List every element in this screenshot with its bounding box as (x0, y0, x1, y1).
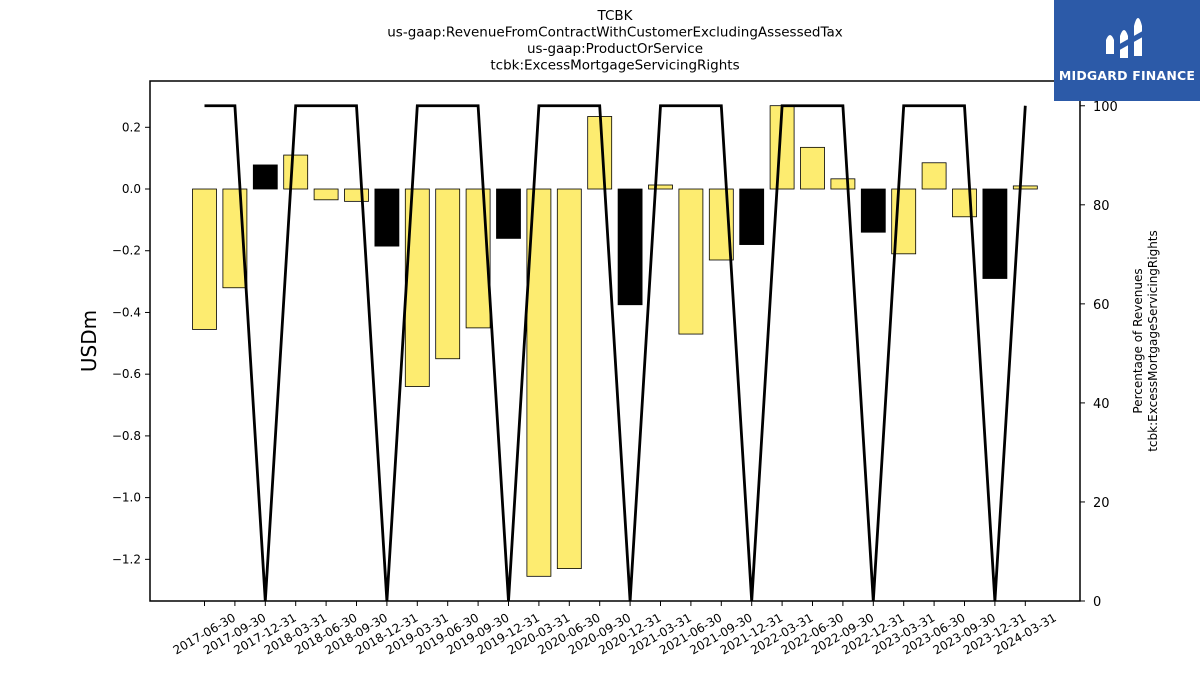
y-axis-right: 0 20 40 60 80 100 (1080, 100, 1118, 610)
bars (192, 105, 1038, 577)
bar (921, 162, 947, 190)
y-right-tick-label: 100 (1093, 100, 1118, 115)
bar (678, 188, 704, 335)
bar (192, 188, 217, 330)
bar (313, 188, 339, 201)
y-tick-label: 0.2 (122, 120, 141, 134)
y-axis-label: USDm (77, 310, 101, 372)
y-tick-label: 0.0 (122, 182, 141, 196)
chart-title-line: TCBK (597, 8, 634, 24)
y-tick-label: −1.0 (112, 491, 141, 505)
bar (952, 188, 977, 218)
y-right-tick-label: 40 (1093, 397, 1110, 412)
y-tick-label: −0.2 (112, 244, 141, 258)
y-axis-label-right-line: tcbk:ExcessMortgageServicingRights (1146, 230, 1160, 452)
y-tick-label: −0.4 (112, 305, 141, 319)
y-axis-left: 0.2 0.0 −0.2 −0.4 −0.6 −0.8 −1.0 −1.2 (112, 120, 150, 566)
bar (404, 188, 430, 387)
y-tick-label: −0.8 (112, 429, 141, 443)
y-axis-label-right: Percentage of Revenues tcbk:ExcessMortgag… (1131, 230, 1160, 452)
bar (556, 188, 582, 569)
y-tick-label: −1.2 (112, 552, 141, 566)
series-line (204, 104, 1027, 602)
bar (830, 178, 856, 190)
y-right-tick-label: 80 (1093, 199, 1110, 214)
y-right-tick-label: 60 (1093, 298, 1110, 313)
midgard-logo-icon (1106, 18, 1148, 58)
bar (496, 188, 521, 239)
x-axis: 2017-06-302017-09-302017-12-312018-03-31… (171, 601, 1059, 657)
bar (252, 164, 278, 190)
bar (283, 154, 309, 190)
plot-frame (149, 80, 1081, 602)
bar (800, 146, 825, 190)
chart-title-line: tcbk:ExcessMortgageServicingRights (490, 58, 739, 74)
bar (435, 188, 461, 360)
percentage-line (204, 104, 1027, 602)
bar (648, 184, 673, 190)
chart-title-line: us-gaap:RevenueFromContractWithCustomerE… (387, 25, 843, 41)
bar (860, 188, 886, 233)
logo-text: MIDGARD FINANCE (1058, 68, 1196, 83)
chart-title-line: us-gaap:ProductOrService (527, 41, 703, 57)
chart-title: TCBKus-gaap:RevenueFromContractWithCusto… (387, 8, 843, 74)
midgard-finance-logo: MIDGARD FINANCE (1054, 0, 1200, 101)
bar (344, 188, 369, 202)
bar (1012, 185, 1038, 190)
bar (739, 188, 765, 245)
bar (617, 188, 643, 306)
y-right-tick-label: 0 (1093, 595, 1101, 610)
y-axis-label-right-line: Percentage of Revenues (1131, 268, 1145, 413)
bar (982, 188, 1008, 279)
bar (374, 188, 400, 247)
y-tick-label: −0.6 (112, 367, 141, 381)
y-right-tick-label: 20 (1093, 496, 1110, 511)
